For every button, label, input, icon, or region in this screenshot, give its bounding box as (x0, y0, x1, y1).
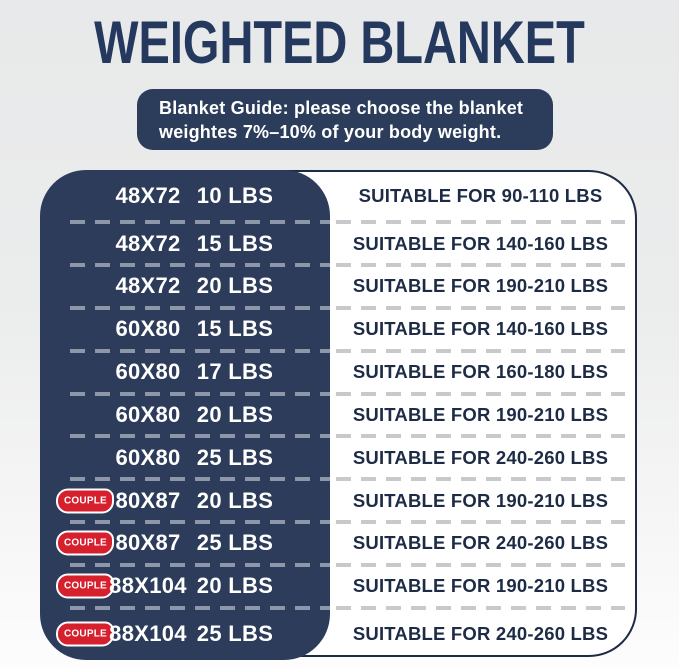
weight-label: 20 LBS (196, 487, 274, 513)
table-row: 60X80 15 LBS SUITABLE FOR 140-160 LBS (40, 305, 637, 351)
table-row: 60X80 20 LBS SUITABLE FOR 190-210 LBS (40, 391, 637, 437)
size-weight-cell: COUPLE 88X104 20 LBS (40, 565, 330, 608)
suitable-cell: SUITABLE FOR 240-260 LBS (330, 522, 637, 565)
table-row: COUPLE 88X104 25 LBS SUITABLE FOR 240-260 … (40, 605, 637, 660)
size-weight-cell: COUPLE 80X87 25 LBS (40, 522, 330, 565)
size-label: 88X104 (109, 573, 187, 599)
size-weight-cell: 48X72 15 LBS (40, 222, 330, 265)
page-title: WEIGHTED BLANKET (94, 9, 585, 77)
suitable-cell: SUITABLE FOR 190-210 LBS (330, 479, 637, 522)
suitable-cell: SUITABLE FOR 160-180 LBS (330, 351, 637, 394)
table-row: 60X80 25 LBS SUITABLE FOR 240-260 LBS (40, 434, 637, 479)
size-weight-cell: 48X72 20 LBS (40, 265, 330, 308)
size-weight-cell: COUPLE 88X104 25 LBS (40, 608, 330, 660)
size-weight-cell: COUPLE 80X87 20 LBS (40, 479, 330, 522)
suitable-label: SUITABLE FOR 190-210 LBS (352, 275, 609, 297)
weight-label: 20 LBS (196, 273, 274, 299)
table-row: 60X80 17 LBS SUITABLE FOR 160-180 LBS (40, 348, 637, 394)
weight-label: 25 LBS (196, 530, 274, 556)
couple-badge: COUPLE (56, 621, 114, 647)
weight-label: 25 LBS (196, 444, 274, 470)
size-weight-cell: 60X80 17 LBS (40, 351, 330, 394)
size-weight-cell: 48X72 10 LBS (40, 170, 330, 222)
weight-label: 15 LBS (196, 316, 274, 342)
suitable-cell: SUITABLE FOR 190-210 LBS (330, 565, 637, 608)
weight-label: 15 LBS (196, 230, 274, 256)
suitable-label: SUITABLE FOR 140-160 LBS (352, 232, 609, 254)
weight-label: 25 LBS (196, 620, 274, 646)
size-label: 48X72 (115, 183, 181, 209)
size-label: 60X80 (115, 444, 181, 470)
table-row: COUPLE 80X87 25 LBS SUITABLE FOR 240-260 L… (40, 520, 637, 565)
couple-badge: COUPLE (56, 530, 114, 556)
blanket-guide-banner: Blanket Guide: please choose the blanket… (137, 89, 553, 150)
size-weight-cell: 60X80 20 LBS (40, 394, 330, 437)
suitable-label: SUITABLE FOR 160-180 LBS (352, 361, 609, 383)
size-label: 60X80 (115, 359, 181, 385)
suitable-cell: SUITABLE FOR 190-210 LBS (330, 265, 637, 308)
table-row: COUPLE 80X87 20 LBS SUITABLE FOR 190-210 L… (40, 477, 637, 522)
suitable-label: SUITABLE FOR 90-110 LBS (358, 185, 603, 207)
table-row: 48X72 20 LBS SUITABLE FOR 190-210 LBS (40, 263, 637, 308)
size-label: 60X80 (115, 316, 181, 342)
suitable-cell: SUITABLE FOR 240-260 LBS (330, 608, 637, 660)
size-label: 80X87 (115, 487, 181, 513)
suitable-label: SUITABLE FOR 240-260 LBS (352, 446, 609, 468)
weight-label: 10 LBS (196, 183, 274, 209)
weight-label: 20 LBS (196, 401, 274, 427)
size-label: 60X80 (115, 401, 181, 427)
table-row: 48X72 15 LBS SUITABLE FOR 140-160 LBS (40, 220, 637, 265)
size-label: 48X72 (115, 230, 181, 256)
size-weight-cell: 60X80 25 LBS (40, 436, 330, 479)
guide-line-2: weightes 7%–10% of your body weight. (159, 122, 502, 142)
size-label: 80X87 (115, 530, 181, 556)
suitable-cell: SUITABLE FOR 240-260 LBS (330, 436, 637, 479)
weight-label: 17 LBS (196, 359, 274, 385)
table-row: COUPLE 88X104 20 LBS SUITABLE FOR 190-210 … (40, 562, 637, 608)
size-label: 48X72 (115, 273, 181, 299)
table-rows: 48X72 10 LBS SUITABLE FOR 90-110 LBS 48X7… (40, 170, 637, 660)
weight-label: 20 LBS (196, 573, 274, 599)
suitable-cell: SUITABLE FOR 140-160 LBS (330, 222, 637, 265)
suitable-label: SUITABLE FOR 140-160 LBS (352, 318, 609, 340)
suitable-cell: SUITABLE FOR 190-210 LBS (330, 394, 637, 437)
suitable-label: SUITABLE FOR 190-210 LBS (352, 489, 609, 511)
suitable-label: SUITABLE FOR 240-260 LBS (352, 622, 609, 644)
size-guide-table: 48X72 10 LBS SUITABLE FOR 90-110 LBS 48X7… (40, 170, 637, 660)
table-row: 48X72 10 LBS SUITABLE FOR 90-110 LBS (40, 170, 637, 222)
suitable-label: SUITABLE FOR 190-210 LBS (352, 403, 609, 425)
suitable-cell: SUITABLE FOR 90-110 LBS (330, 170, 637, 222)
size-weight-cell: 60X80 15 LBS (40, 308, 330, 351)
suitable-label: SUITABLE FOR 190-210 LBS (352, 575, 609, 597)
couple-badge: COUPLE (56, 573, 114, 599)
suitable-label: SUITABLE FOR 240-260 LBS (352, 532, 609, 554)
couple-badge: COUPLE (56, 488, 114, 514)
size-label: 88X104 (109, 620, 187, 646)
suitable-cell: SUITABLE FOR 140-160 LBS (330, 308, 637, 351)
guide-line-1: Blanket Guide: please choose the blanket (159, 98, 524, 118)
